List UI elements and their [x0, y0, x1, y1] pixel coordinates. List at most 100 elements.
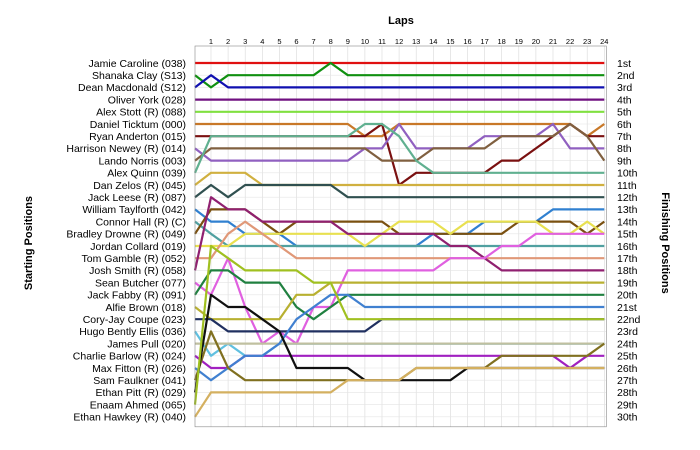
starting-driver-label: William Taylforth (042): [82, 204, 186, 216]
lap-tick-label: 16: [463, 37, 471, 46]
driver-position-line: [194, 122, 606, 162]
lap-tick-label: 17: [480, 37, 488, 46]
x-axis-title: Laps: [388, 15, 414, 27]
starting-driver-label: Jamie Caroline (038): [89, 58, 186, 70]
finishing-position-label: 3rd: [617, 82, 632, 94]
starting-driver-label: Enaam Ahmed (065): [90, 399, 186, 411]
lap-tick-label: 7: [312, 37, 316, 46]
position-lines: [193, 61, 606, 418]
starting-driver-label: Ethan Pitt (R) (029): [96, 387, 186, 399]
starting-driver-label: Harrison Newey (R) (014): [66, 143, 186, 155]
lap-tick-label: 1: [209, 37, 213, 46]
starting-driver-label: Dan Zelos (R) (045): [93, 180, 186, 192]
driver-position-line: [194, 366, 605, 418]
starting-driver-label: Ryan Anderton (015): [89, 131, 186, 143]
lap-tick-label: 11: [378, 37, 386, 46]
finishing-position-label: 28th: [617, 387, 638, 399]
lap-tick-label: 12: [395, 37, 403, 46]
lap-tick-label: 22: [566, 37, 574, 46]
starting-driver-label: Sam Faulkner (041): [93, 375, 186, 387]
finishing-position-label: 27th: [617, 375, 638, 387]
starting-driver-label: Tom Gamble (R) (052): [82, 253, 186, 265]
driver-position-line: [193, 244, 605, 405]
finishing-position-label: 23rd: [617, 326, 638, 338]
finishing-position-label: 21st: [617, 302, 637, 314]
finishing-position-label: 5th: [617, 107, 632, 119]
starting-position-labels: Jamie Caroline (038)Shanaka Clay (S13)De…: [66, 58, 186, 424]
finishing-position-label: 4th: [617, 94, 632, 106]
finishing-position-label: 11th: [617, 180, 637, 192]
finishing-position-label: 22nd: [617, 314, 641, 326]
finishing-position-label: 1st: [617, 58, 631, 70]
lap-tick-label: 13: [412, 37, 420, 46]
finishing-position-label: 26th: [617, 363, 638, 375]
grid: [195, 46, 607, 427]
starting-driver-label: Bradley Drowne (R) (049): [66, 229, 186, 241]
starting-driver-label: Shanaka Clay (S13): [92, 70, 186, 82]
lap-tick-label: 6: [294, 37, 298, 46]
finishing-position-label: 9th: [617, 155, 632, 167]
finishing-position-label: 19th: [617, 277, 638, 289]
starting-driver-label: Max Fitton (R) (026): [92, 363, 186, 375]
finishing-position-label: 30th: [617, 412, 638, 424]
finishing-position-label: 7th: [617, 131, 632, 143]
starting-driver-label: Daniel Ticktum (000): [90, 119, 186, 131]
lap-tick-label: 2: [226, 37, 230, 46]
y-axis-right-title: Finishing Positions: [659, 192, 671, 293]
driver-position-line: [193, 122, 605, 174]
driver-position-line: [194, 183, 605, 199]
lap-tick-label: 9: [346, 37, 350, 46]
lap-tick-label: 23: [583, 37, 591, 46]
lap-tick-label: 20: [532, 37, 540, 46]
lap-tick-label: 18: [498, 37, 506, 46]
finishing-position-label: 20th: [617, 290, 638, 302]
finishing-position-label: 29th: [617, 399, 638, 411]
finishing-position-label: 16th: [617, 241, 638, 253]
finishing-position-label: 15th: [617, 229, 638, 241]
lap-tick-labels: 1 2 3 4 5 6 7 8 9 10 11 12 13 14 15 16 17 18 19 20 21 22 23 24: [209, 37, 609, 46]
starting-driver-label: Cory-Jay Coupe (023): [83, 314, 186, 326]
starting-driver-label: Alex Stott (R) (088): [96, 107, 186, 119]
finishing-position-labels: 1st2nd3rd4th5th6th7th8th9th10th11th12th1…: [617, 58, 641, 424]
starting-driver-label: James Pull (020): [107, 338, 186, 350]
lap-tick-label: 8: [329, 37, 333, 46]
lap-tick-label: 4: [260, 37, 264, 46]
driver-position-line: [194, 61, 605, 89]
starting-driver-label: Charlie Barlow (R) (024): [73, 351, 186, 363]
starting-driver-label: Ethan Hawkey (R) (040): [73, 412, 186, 424]
starting-driver-label: Alex Quinn (039): [107, 168, 186, 180]
starting-driver-label: Sean Butcher (077): [95, 277, 186, 289]
starting-driver-label: Jack Leese (R) (087): [88, 192, 186, 204]
starting-driver-label: Lando Norris (003): [98, 155, 186, 167]
driver-position-line: [193, 196, 605, 272]
driver-position-line: [194, 220, 605, 248]
starting-driver-label: Alfie Brown (018): [105, 302, 186, 314]
lap-tick-label: 15: [446, 37, 454, 46]
finishing-position-label: 14th: [617, 216, 638, 228]
finishing-position-label: 2nd: [617, 70, 635, 82]
finishing-position-label: 25th: [617, 351, 638, 363]
finishing-position-label: 13th: [617, 204, 638, 216]
lap-tick-label: 10: [361, 37, 369, 46]
driver-position-line: [194, 269, 605, 321]
starting-driver-label: Jack Fabby (R) (091): [87, 290, 186, 302]
starting-driver-label: Dean Macdonald (S12): [78, 82, 186, 94]
lap-tick-label: 19: [515, 37, 523, 46]
driver-position-line: [195, 122, 605, 187]
finishing-position-label: 18th: [617, 265, 638, 277]
finishing-position-label: 12th: [617, 192, 638, 204]
lap-tick-label: 5: [277, 37, 281, 46]
lap-tick-label: 14: [429, 37, 437, 46]
lap-tick-label: 24: [600, 37, 608, 46]
finishing-position-label: 10th: [617, 168, 638, 180]
starting-driver-label: Oliver York (028): [108, 94, 186, 106]
finishing-position-label: 24th: [617, 338, 638, 350]
starting-driver-label: Jordan Collard (019): [90, 241, 186, 253]
plot-frame: [194, 45, 607, 428]
driver-position-line: [194, 293, 605, 382]
finishing-position-label: 8th: [617, 143, 632, 155]
lap-tick-label: 21: [549, 37, 557, 46]
driver-position-line: [195, 220, 605, 260]
y-axis-left-title: Starting Positions: [23, 196, 35, 290]
